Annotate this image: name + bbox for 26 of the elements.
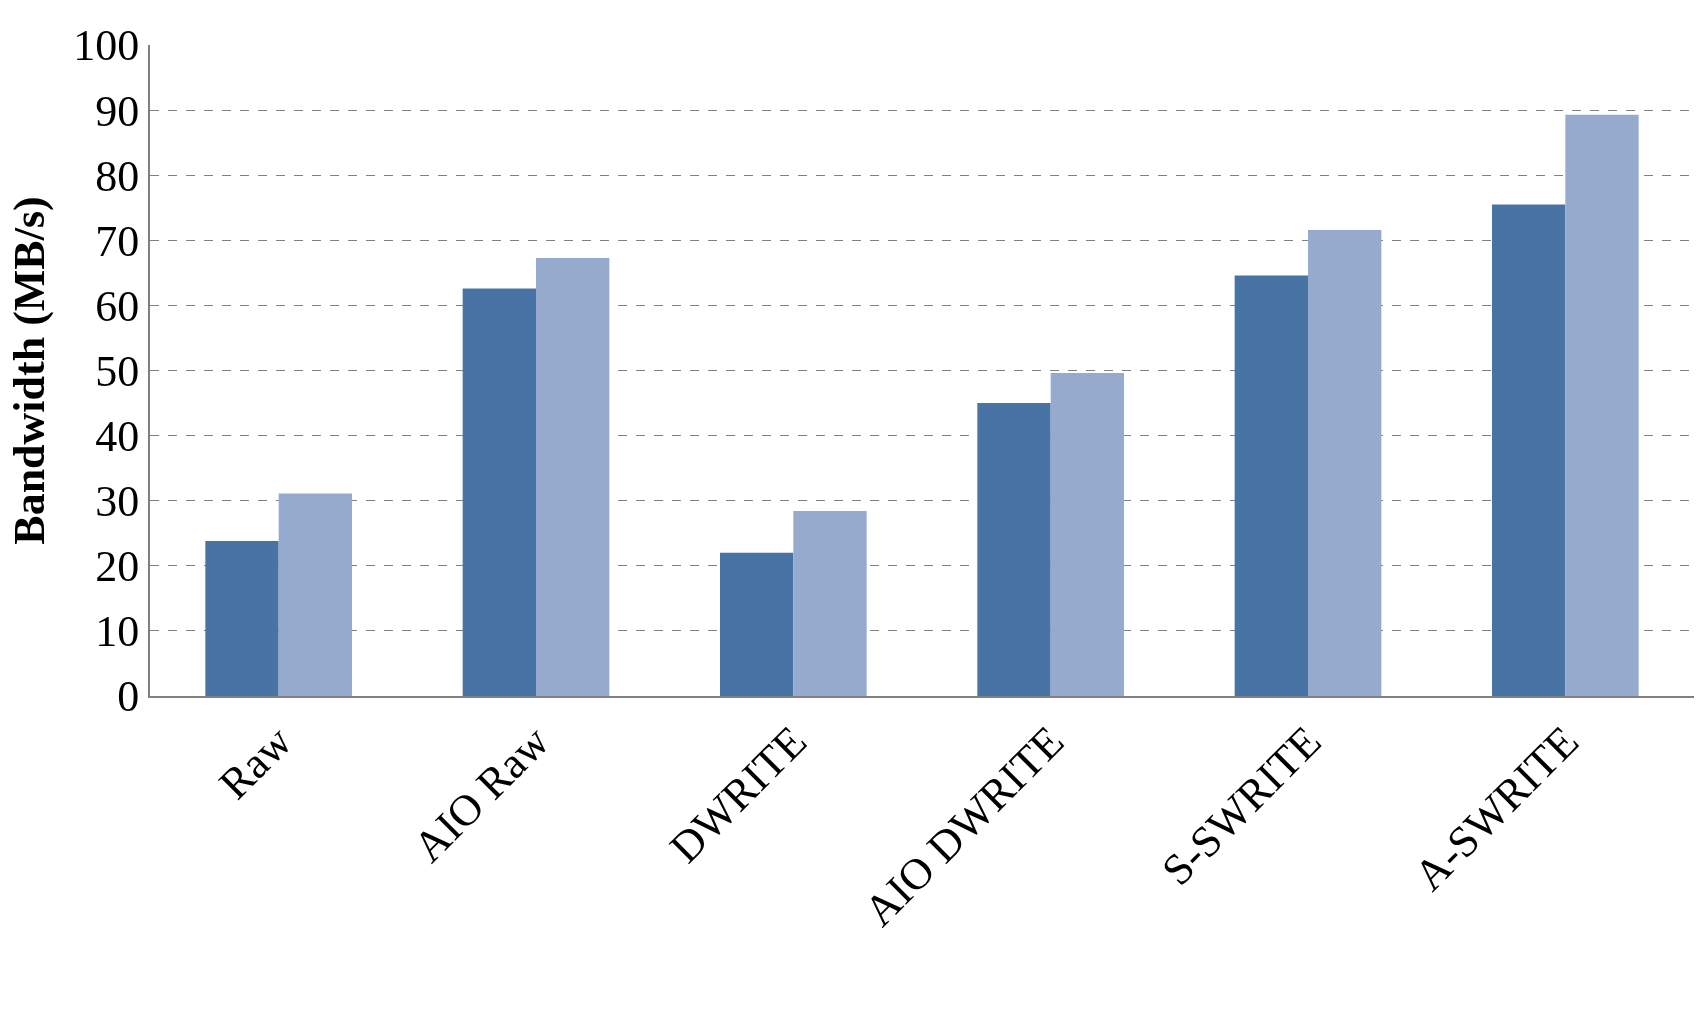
y-tick-label: 30 (95, 477, 140, 527)
y-axis-title: Bandwidth (MB/s) (4, 196, 54, 545)
y-tick-label: 80 (95, 151, 140, 201)
bar (719, 552, 794, 696)
bar (462, 288, 536, 696)
y-tick-label: 0 (117, 672, 140, 722)
y-tick-label: 90 (95, 86, 140, 136)
y-tick-label: 10 (95, 607, 140, 657)
bar (1565, 114, 1639, 696)
y-tick-label: 50 (95, 346, 140, 396)
bar (793, 511, 867, 696)
bar (1308, 229, 1382, 696)
y-tick-label: 70 (95, 216, 140, 266)
bar (536, 257, 610, 696)
bar (1050, 373, 1125, 696)
bar (977, 403, 1051, 696)
y-tick-label: 60 (95, 281, 140, 331)
y-tick-label: 100 (73, 21, 140, 71)
x-tick-label: AIO Raw (403, 716, 559, 872)
bar (205, 541, 279, 696)
y-tick-label: 40 (95, 412, 140, 461)
x-tick-label: Raw (209, 716, 302, 809)
bar (1234, 275, 1308, 696)
bar (278, 493, 353, 696)
bar (1491, 204, 1566, 696)
y-tick-label: 20 (95, 542, 140, 592)
